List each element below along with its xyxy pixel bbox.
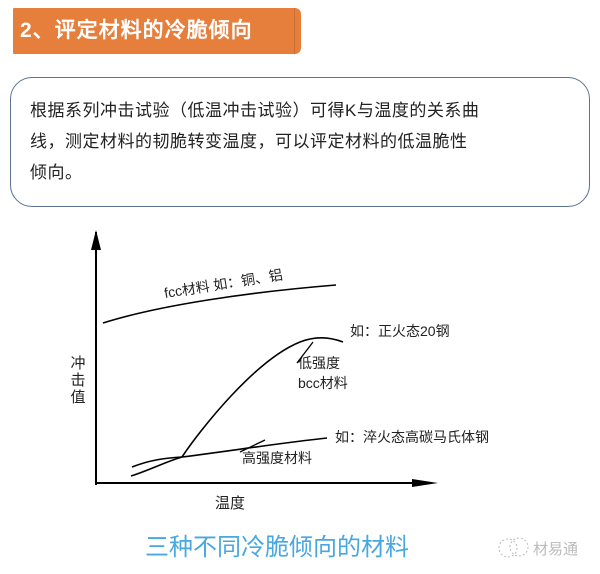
svg-text:低强度: 低强度 <box>298 355 340 371</box>
svg-text:bcc材料: bcc材料 <box>298 375 348 391</box>
svg-text:材易通: 材易通 <box>533 541 578 558</box>
svg-text:fcc材料 如：铜、铝: fcc材料 如：铜、铝 <box>163 266 284 301</box>
svg-text:高强度材料: 高强度材料 <box>242 450 312 466</box>
svg-text:如：淬火态高碳马氏体钢: 如：淬火态高碳马氏体钢 <box>335 429 489 445</box>
svg-text:温度: 温度 <box>215 495 245 512</box>
svg-text:如：正火态20钢: 如：正火态20钢 <box>350 323 450 339</box>
